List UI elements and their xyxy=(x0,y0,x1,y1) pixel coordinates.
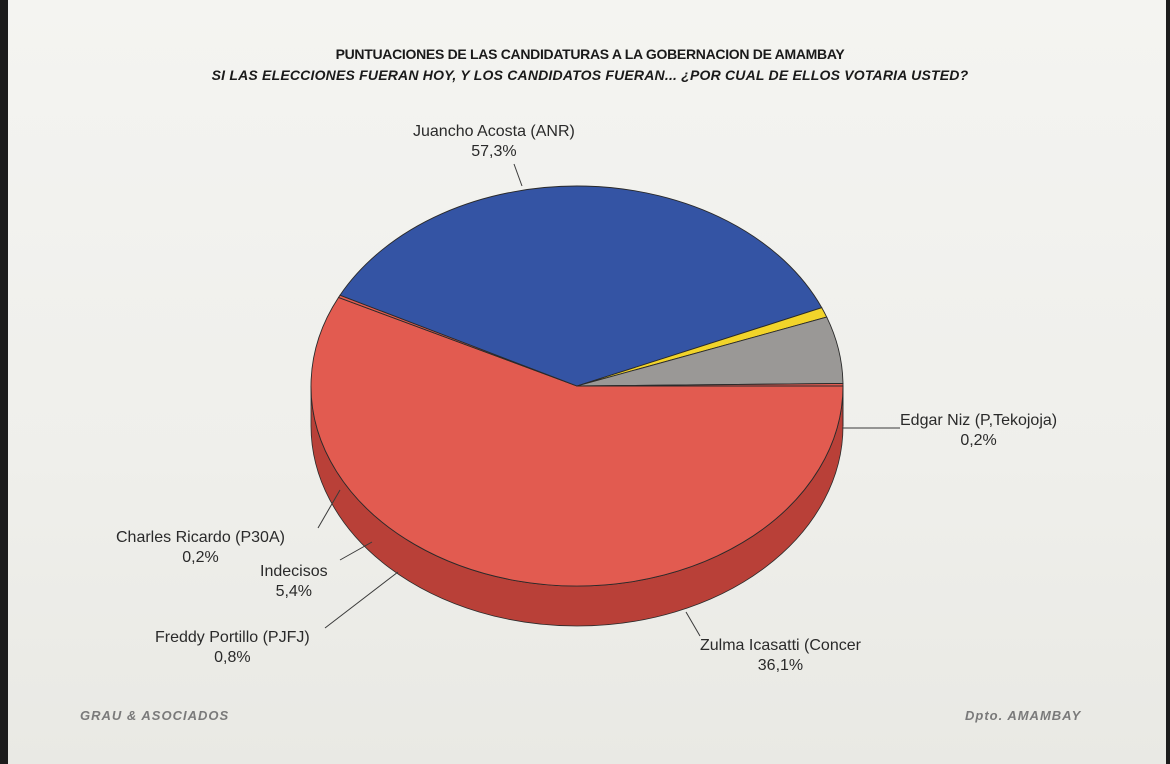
pie-top-faces xyxy=(310,185,844,587)
slice-percent: 0,2% xyxy=(182,549,219,566)
leader-line-4 xyxy=(339,541,373,561)
label-charles-ricardo: Charles Ricardo (P30A) 0,2% xyxy=(116,528,285,568)
slice-percent: 57,3% xyxy=(471,143,517,160)
slice-name: Zulma Icasatti (Concer xyxy=(700,637,861,654)
label-zulma-icasatti: Zulma Icasatti (Concer 36,1% xyxy=(700,636,861,676)
chart-title: PUNTUACIONES DE LAS CANDIDATURAS A LA GO… xyxy=(335,46,845,62)
leader-line-0 xyxy=(513,163,523,187)
footer-source: GRAU & ASOCIADOS xyxy=(80,708,230,723)
slice-name: Edgar Niz (P,Tekojoja) xyxy=(900,412,1058,429)
slice-percent: 0,8% xyxy=(214,649,251,666)
slice-0 xyxy=(310,296,844,587)
slice-percent: 36,1% xyxy=(757,657,804,674)
slice-name: Juancho Acosta (ANR) xyxy=(413,123,575,140)
leader-line-2 xyxy=(685,611,701,637)
label-indecisos: Indecisos 5,4% xyxy=(260,562,328,602)
slice-2 xyxy=(339,185,823,387)
label-freddy-portillo: Freddy Portillo (PJFJ) 0,8% xyxy=(155,628,310,668)
slice-name: Freddy Portillo (PJFJ) xyxy=(155,629,310,646)
leader-lines xyxy=(317,163,900,637)
slice-name: Indecisos xyxy=(260,563,328,580)
leader-line-3 xyxy=(324,571,399,629)
footer-region: Dpto. AMAMBAY xyxy=(965,708,1082,723)
slice-percent: 0,2% xyxy=(960,432,997,449)
label-edgar-niz: Edgar Niz (P,Tekojoja) 0,2% xyxy=(900,411,1057,451)
slice-name: Charles Ricardo (P30A) xyxy=(116,529,285,546)
label-juancho-acosta: Juancho Acosta (ANR) 57,3% xyxy=(413,122,575,162)
slice-5 xyxy=(576,383,844,387)
chart-subtitle: SI LAS ELECCIONES FUERAN HOY, Y LOS CAND… xyxy=(211,67,969,83)
slice-percent: 5,4% xyxy=(275,583,313,600)
leader-line-5 xyxy=(317,489,341,529)
